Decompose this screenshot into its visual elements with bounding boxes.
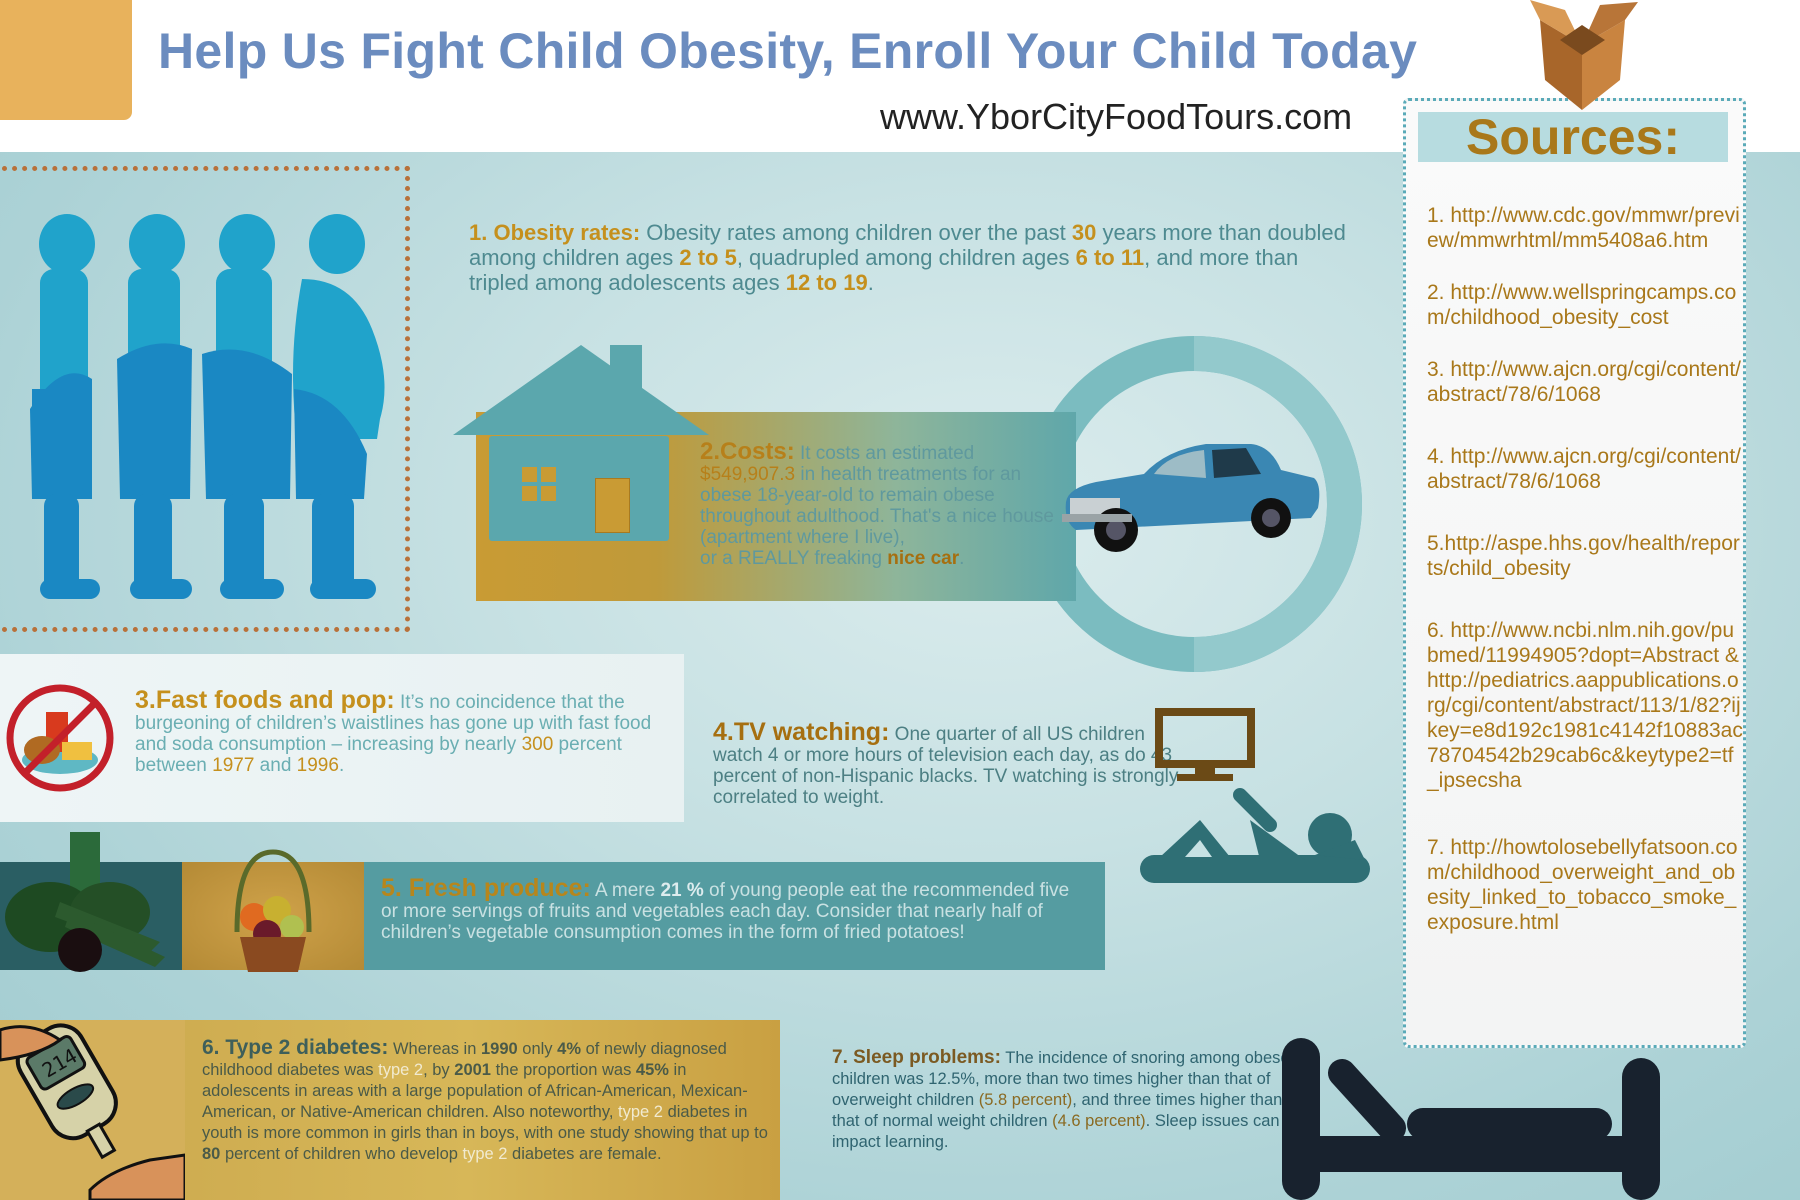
text: in health treatments for an obese 18-yea… bbox=[700, 464, 1054, 548]
text: The incidence of snoring among obese chi… bbox=[832, 1049, 1290, 1109]
sources-title: Sources: bbox=[1466, 109, 1680, 165]
no-fast-food-icon bbox=[6, 684, 114, 792]
section-obesity-rates: 1. Obesity rates: Obesity rates among ch… bbox=[469, 220, 1349, 295]
text: It’s no coincidence that the burgeoning … bbox=[135, 692, 652, 755]
text: in adolescents in areas with a large pop… bbox=[202, 1061, 748, 1121]
text: of young people eat the recommended five… bbox=[381, 880, 1070, 943]
section-heading: 5. Fresh produce: bbox=[381, 874, 591, 902]
source-link[interactable]: 1. http://www.cdc.gov/mmwr/preview/mmwrh… bbox=[1427, 204, 1740, 252]
bed-icon bbox=[1282, 1038, 1660, 1200]
open-box-icon bbox=[1530, 0, 1638, 110]
section-fresh-produce: 5. Fresh produce: A mere 21 % of young p… bbox=[381, 876, 1091, 944]
highlight: type 2 bbox=[618, 1103, 663, 1121]
house-door-icon bbox=[595, 478, 630, 533]
highlight: 2 to 5 bbox=[679, 245, 737, 270]
sources-list: 1. http://www.cdc.gov/mmwr/preview/mmwrh… bbox=[1427, 203, 1745, 962]
section-heading: 6. Type 2 diabetes: bbox=[202, 1036, 389, 1059]
highlight: 12 to 19 bbox=[785, 270, 868, 295]
section-heading: 1. Obesity rates: bbox=[469, 220, 641, 245]
house-window-icon bbox=[522, 467, 558, 503]
text: , quadrupled among children ages bbox=[736, 245, 1076, 270]
text: It costs an estimated bbox=[794, 443, 975, 464]
highlight: 30 bbox=[1071, 220, 1097, 245]
body-silhouettes-icon bbox=[30, 214, 385, 599]
vegetables-icon bbox=[5, 832, 165, 972]
highlight: (5.8 percent) bbox=[978, 1091, 1073, 1109]
highlight: 45% bbox=[635, 1061, 669, 1079]
fruit-basket-block bbox=[182, 849, 364, 972]
section-heading: 3.Fast foods and pop: bbox=[135, 686, 395, 714]
section-heading: 2.Costs: bbox=[700, 438, 795, 465]
glucometer-icon: 214 bbox=[0, 1020, 185, 1200]
sources-title-bg bbox=[1418, 112, 1728, 162]
text: . bbox=[338, 755, 345, 776]
tv-icon bbox=[1155, 708, 1255, 781]
text: . bbox=[959, 548, 965, 569]
house-icon bbox=[453, 345, 709, 435]
text: of newly diagnosed childhood diabetes wa… bbox=[202, 1040, 727, 1079]
highlight: 6 to 11 bbox=[1075, 245, 1145, 270]
text: , and more than tripled among adolescent… bbox=[469, 245, 1299, 295]
text: the proportion was bbox=[490, 1061, 636, 1079]
text: . bbox=[867, 270, 874, 295]
ring-decoration-half bbox=[1194, 336, 1362, 672]
text: , and three times higher than that of no… bbox=[832, 1091, 1283, 1130]
page-title: Help Us Fight Child Obesity, Enroll Your… bbox=[158, 23, 1418, 79]
source-link[interactable]: 4. http://www.ajcn.org/cgi/content/abstr… bbox=[1427, 445, 1741, 493]
section-tv-watching: 4.TV watching: One quarter of all US chi… bbox=[713, 720, 1193, 809]
text: and bbox=[254, 755, 297, 776]
vegetables-block bbox=[0, 832, 182, 972]
text: Whereas in bbox=[388, 1040, 481, 1058]
highlight: 300 bbox=[521, 734, 554, 755]
highlight: 1977 bbox=[212, 755, 255, 776]
highlight: type 2 bbox=[378, 1061, 424, 1079]
fruit-basket-icon bbox=[234, 849, 312, 972]
highlight: (4.6 percent) bbox=[1052, 1112, 1146, 1130]
highlight: 80 bbox=[202, 1145, 221, 1163]
text: or a REALLY freaking bbox=[700, 548, 888, 569]
text: only bbox=[517, 1040, 558, 1058]
section-type2-diabetes: 6. Type 2 diabetes: Whereas in 1990 only… bbox=[202, 1037, 772, 1165]
source-link[interactable]: 2. http://www.wellspringcamps.com/childh… bbox=[1427, 281, 1737, 329]
cost-amount: $549,907.3 bbox=[700, 464, 796, 485]
highlight: 4% bbox=[557, 1040, 581, 1058]
highlight: 1996 bbox=[296, 755, 339, 776]
reclining-person-icon bbox=[1140, 788, 1370, 883]
source-link[interactable]: 6. http://www.ncbi.nlm.nih.gov/pubmed/11… bbox=[1427, 619, 1743, 792]
source-link[interactable]: 7. http://howtolosebellyfatsoon.com/chil… bbox=[1427, 836, 1738, 934]
sources-panel bbox=[1403, 98, 1746, 1048]
section-costs: 2.Costs: It costs an estimated $549,907.… bbox=[700, 438, 1060, 570]
fast-food-panel bbox=[0, 654, 684, 822]
text: , by bbox=[423, 1061, 455, 1079]
source-link[interactable]: 5.http://aspe.hhs.gov/health/reports/chi… bbox=[1427, 532, 1740, 580]
site-url-link[interactable]: www.YborCityFoodTours.com bbox=[880, 96, 1353, 137]
section-heading: 7. Sleep problems: bbox=[832, 1047, 1001, 1068]
house-body bbox=[489, 436, 669, 541]
car-icon bbox=[1062, 444, 1320, 552]
highlight: 21 % bbox=[660, 880, 704, 901]
section-sleep-problems: 7. Sleep problems: The incidence of snor… bbox=[832, 1047, 1292, 1153]
text: Obesity rates among children over the pa… bbox=[640, 220, 1072, 245]
source-link[interactable]: 3. http://www.ajcn.org/cgi/content/abstr… bbox=[1427, 358, 1741, 406]
text: percent of children who develop bbox=[220, 1145, 463, 1163]
body-silhouettes-panel bbox=[2, 166, 410, 632]
text: A mere bbox=[590, 880, 661, 901]
text: years more than doubled among children a… bbox=[469, 220, 1346, 270]
text: diabetes are female. bbox=[507, 1145, 662, 1163]
highlight: 1990 bbox=[480, 1040, 518, 1058]
text: diabetes in youth is more common in girl… bbox=[202, 1103, 768, 1142]
orange-corner-tab bbox=[0, 0, 132, 120]
text: One quarter of all US children watch 4 o… bbox=[713, 724, 1179, 808]
highlight: type 2 bbox=[462, 1145, 508, 1163]
highlight: 2001 bbox=[454, 1061, 491, 1079]
text: percent between bbox=[135, 734, 622, 776]
section-fast-foods: 3.Fast foods and pop: It’s no coincidenc… bbox=[135, 688, 675, 777]
text: . Sleep issues can impact learning. bbox=[832, 1112, 1280, 1151]
section-heading: 4.TV watching: bbox=[713, 718, 890, 746]
highlight: nice car bbox=[887, 548, 960, 569]
